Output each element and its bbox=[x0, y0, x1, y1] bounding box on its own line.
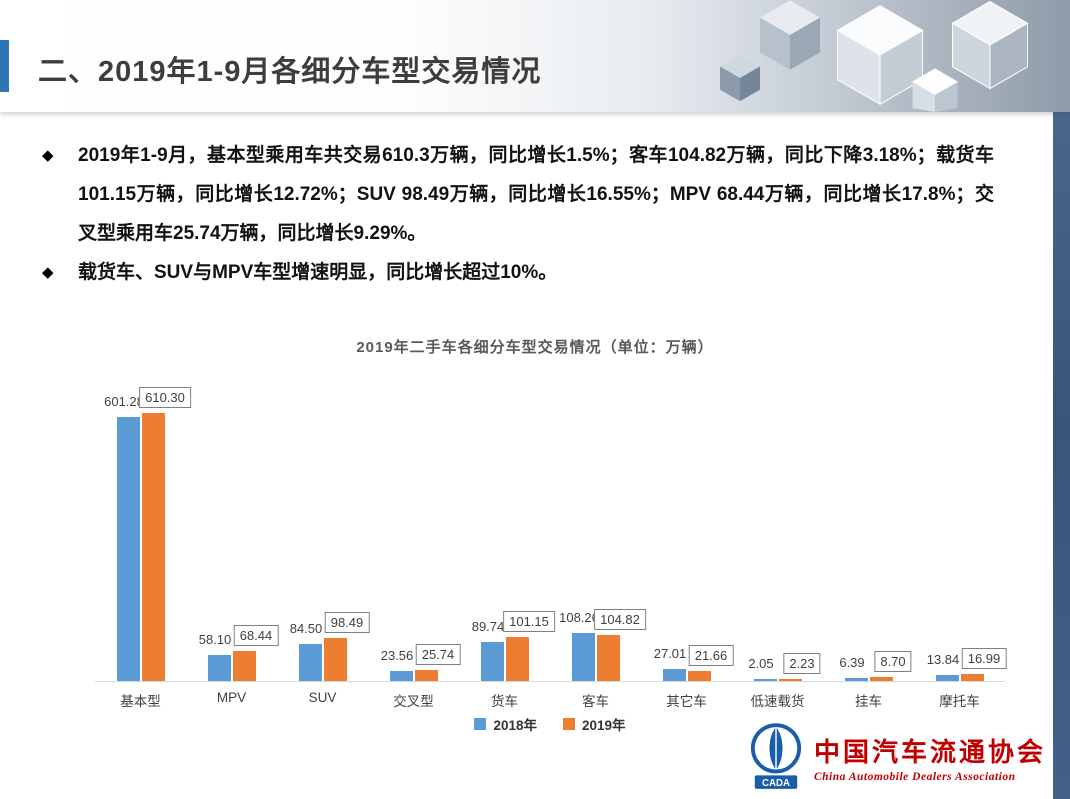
category-label-交叉型: 交叉型 bbox=[393, 694, 434, 709]
value-label-2018年-其它车: 27.01 bbox=[653, 646, 687, 661]
bar-2019年-其它车 bbox=[687, 671, 711, 681]
legend-item-2019年: 2019年 bbox=[563, 714, 626, 734]
chart-legend: 2018年 2019年 bbox=[95, 714, 1005, 734]
bar-group-10: 13.84 16.99 摩托车 bbox=[914, 370, 1007, 709]
bar-2018年-挂车 bbox=[844, 678, 868, 681]
category-label-货车: 货车 bbox=[491, 694, 518, 709]
bar-2019年-货车 bbox=[505, 637, 529, 681]
logo-text: 中国汽车流通协会 China Automobile Dealers Associ… bbox=[814, 732, 1046, 783]
value-label-2019年-摩托车: 16.99 bbox=[961, 648, 1007, 669]
bullet-text-2: 载货车、SUV与MPV车型增速明显，同比增长超过10%。 bbox=[78, 262, 558, 283]
category-label-客车: 客车 bbox=[582, 694, 609, 709]
bar-2018年-MPV bbox=[207, 655, 231, 681]
bar-2018年-低速载货 bbox=[753, 679, 777, 681]
category-label-基本型: 基本型 bbox=[120, 694, 161, 709]
cada-emblem-icon: CADA bbox=[750, 723, 802, 789]
category-label-SUV: SUV bbox=[308, 690, 337, 705]
category-label-摩托车: 摩托车 bbox=[939, 694, 980, 709]
value-label-2019年-客车: 104.82 bbox=[594, 609, 646, 630]
bar-group-7: 27.01 21.66 其它车 bbox=[641, 370, 734, 709]
slide-header: 二、2019年1-9月各细分车型交易情况 bbox=[0, 0, 1070, 112]
bullet-item-2: ◆ 载货车、SUV与MPV车型增速明显，同比增长超过10%。 bbox=[42, 253, 994, 292]
value-label-2018年-摩托车: 13.84 bbox=[926, 652, 960, 667]
value-label-2019年-货车: 101.15 bbox=[503, 611, 555, 632]
legend-swatch-icon bbox=[474, 718, 487, 730]
bar-2019年-低速载货 bbox=[778, 679, 802, 681]
cada-logo: CADA 中国汽车流通协会 China Automobile Dealers A… bbox=[748, 721, 1046, 793]
bar-2019年-SUV bbox=[323, 638, 347, 681]
legend-label: 2019年 bbox=[582, 718, 626, 733]
category-label-挂车: 挂车 bbox=[855, 694, 882, 709]
bar-2018年-SUV bbox=[298, 644, 322, 681]
bar-2018年-基本型 bbox=[116, 417, 140, 681]
legend-swatch-icon bbox=[563, 718, 575, 730]
value-label-2019年-交叉型: 25.74 bbox=[415, 644, 461, 665]
value-label-2019年-挂车: 8.70 bbox=[874, 651, 912, 672]
bullet-diamond-icon: ◆ bbox=[42, 264, 54, 281]
cubes-decoration-icon bbox=[720, 0, 1029, 112]
value-label-2019年-基本型: 610.30 bbox=[139, 387, 191, 408]
bar-2019年-客车 bbox=[596, 635, 620, 681]
value-label-2018年-MPV: 58.10 bbox=[198, 632, 232, 647]
value-label-2019年-其它车: 21.66 bbox=[688, 645, 734, 666]
category-label-MPV: MPV bbox=[216, 690, 247, 705]
category-label-其它车: 其它车 bbox=[666, 694, 707, 709]
bar-2018年-摩托车 bbox=[935, 675, 959, 681]
bar-2018年-客车 bbox=[571, 633, 595, 681]
bar-2019年-挂车 bbox=[869, 677, 893, 681]
logo-name-cn: 中国汽车流通协会 bbox=[813, 737, 1046, 767]
value-label-2018年-SUV: 84.50 bbox=[289, 621, 323, 636]
value-label-2018年-低速载货: 2.05 bbox=[748, 656, 774, 671]
title-accent-bar bbox=[0, 40, 9, 92]
logo-abbr: CADA bbox=[762, 778, 790, 789]
bullet-diamond-icon: ◆ bbox=[42, 147, 54, 164]
legend-label: 2018年 bbox=[493, 718, 537, 733]
bullet-text-1: 2019年1-9月，基本型乘用车共交易610.3万辆，同比增长1.5%；客车10… bbox=[78, 145, 994, 244]
bar-group-3: 84.50 98.49 SUV bbox=[277, 370, 370, 705]
bar-2018年-货车 bbox=[480, 642, 504, 681]
category-label-低速载货: 低速载货 bbox=[750, 694, 805, 709]
chart-title: 2019年二手车各细分车型交易情况（单位：万辆） bbox=[356, 339, 714, 356]
bar-group-8: 2.05 2.23 低速载货 bbox=[732, 370, 823, 709]
bar-2018年-交叉型 bbox=[389, 671, 413, 681]
value-label-2018年-客车: 108.26 bbox=[559, 610, 599, 625]
value-label-2019年-SUV: 98.49 bbox=[324, 612, 370, 633]
bar-2019年-基本型 bbox=[141, 413, 165, 681]
bar-2019年-交叉型 bbox=[414, 670, 438, 681]
value-label-2019年-MPV: 68.44 bbox=[233, 625, 279, 646]
value-label-2018年-挂车: 6.39 bbox=[839, 655, 865, 670]
value-label-2018年-货车: 89.74 bbox=[471, 619, 505, 634]
bar-chart-plot: 601.28 610.30 基本型 58.10 68.44 MPV 84.50 98.49 SU… bbox=[95, 370, 1007, 709]
bar-2019年-摩托车 bbox=[960, 674, 984, 681]
logo-name-en: China Automobile Dealers Association bbox=[813, 770, 1016, 783]
slide-title: 二、2019年1-9月各细分车型交易情况 bbox=[38, 56, 542, 88]
bar-2018年-其它车 bbox=[662, 669, 686, 681]
bar-group-5: 89.74 101.15 货车 bbox=[459, 370, 555, 709]
bar-group-4: 23.56 25.74 交叉型 bbox=[368, 370, 461, 709]
value-label-2018年-基本型: 601.28 bbox=[104, 394, 144, 409]
value-label-2019年-低速载货: 2.23 bbox=[783, 653, 821, 674]
bullet-item-1: ◆ 2019年1-9月，基本型乘用车共交易610.3万辆，同比增长1.5%；客车… bbox=[42, 136, 994, 253]
bar-group-6: 108.26 104.82 客车 bbox=[550, 370, 646, 709]
bar-group-2: 58.10 68.44 MPV bbox=[186, 370, 279, 705]
value-label-2018年-交叉型: 23.56 bbox=[380, 648, 414, 663]
right-edge-decoration bbox=[1053, 112, 1070, 799]
legend-item-2018年: 2018年 bbox=[474, 714, 537, 734]
bar-group-1: 601.28 610.30 基本型 bbox=[95, 370, 191, 709]
bar-group-9: 6.39 8.70 挂车 bbox=[823, 370, 914, 709]
bar-2019年-MPV bbox=[232, 651, 256, 681]
bullet-list: ◆ 2019年1-9月，基本型乘用车共交易610.3万辆，同比增长1.5%；客车… bbox=[42, 136, 994, 292]
